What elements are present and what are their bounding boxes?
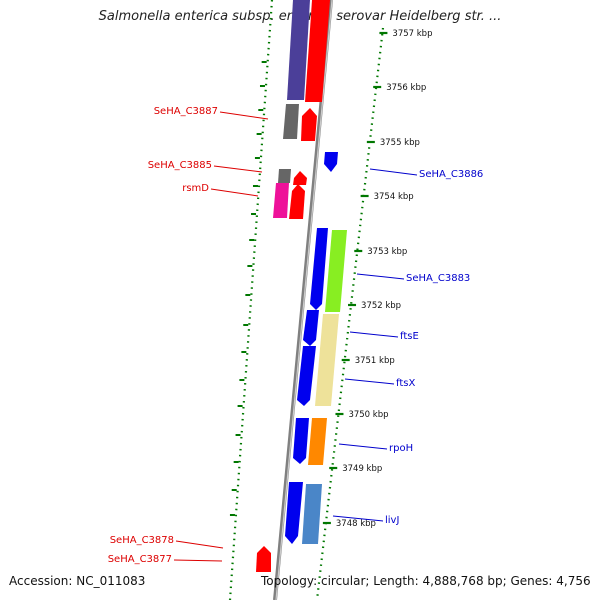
gene-label: SeHA_C3877 bbox=[108, 554, 172, 565]
gene-block-slate bbox=[287, 0, 310, 100]
gene-label: SeHA_C3885 bbox=[148, 160, 212, 171]
tick-label: 3754 kbp bbox=[374, 192, 414, 202]
gene-label: SeHA_C3886 bbox=[419, 169, 483, 180]
gene-arrow-red-3885 bbox=[293, 171, 307, 185]
callout-line bbox=[369, 168, 418, 176]
gene-arrow-blue-ftse bbox=[303, 310, 319, 346]
tick-label: 3750 kbp bbox=[348, 410, 388, 420]
gene-block-gray-3887 bbox=[283, 104, 299, 139]
gene-arrow-red-3887 bbox=[301, 108, 317, 141]
dotted-guide-left bbox=[228, 0, 274, 600]
gene-arrow-blue-livj bbox=[285, 482, 303, 544]
callout-line bbox=[219, 111, 269, 120]
tick-label: 3755 kbp bbox=[380, 138, 420, 148]
callout-line bbox=[210, 188, 259, 197]
gene-arrow-red-top bbox=[305, 0, 330, 102]
callout-line bbox=[344, 378, 395, 385]
callout-line bbox=[338, 443, 388, 450]
gene-block-gray-3885 bbox=[278, 169, 291, 183]
tick-label: 3757 kbp bbox=[392, 29, 432, 39]
gene-arrow-red-rsmd bbox=[289, 184, 305, 219]
dotted-guides bbox=[228, 0, 385, 600]
callout-line bbox=[332, 515, 384, 522]
tick-label: 3752 kbp bbox=[361, 301, 401, 311]
backbone-line-inner bbox=[275, 0, 333, 600]
gene-labels: SeHA_C3887 SeHA_C3885 rsmD SeHA_C3878 SeHA_C… bbox=[108, 106, 484, 565]
gene-block-khaki-ftsx bbox=[315, 314, 339, 406]
tick-label: 3751 kbp bbox=[355, 356, 395, 366]
gene-label: SeHA_C3878 bbox=[110, 535, 174, 546]
gene-label: SeHA_C3887 bbox=[154, 106, 218, 117]
callout-line bbox=[173, 559, 223, 562]
gene-label: livJ bbox=[385, 515, 399, 526]
gene-arrow-blue-3883 bbox=[310, 228, 328, 310]
gene-block-orange-rpoh bbox=[308, 418, 327, 465]
gene-label: SeHA_C3883 bbox=[406, 273, 470, 284]
gene-label: rsmD bbox=[182, 183, 209, 194]
accession-label: Accession: NC_011083 bbox=[9, 574, 146, 588]
tick-label: 3749 kbp bbox=[342, 464, 382, 474]
tick-label: 3753 kbp bbox=[367, 247, 407, 257]
gene-label: ftsE bbox=[400, 331, 419, 342]
callout-line bbox=[213, 165, 263, 173]
gene-block-steelblue-livj bbox=[302, 484, 322, 544]
topology-label: Topology: circular; Length: 4,888,768 bp… bbox=[261, 574, 591, 588]
tick-label: 3756 kbp bbox=[386, 83, 426, 93]
gene-arrow-blue-rpoh bbox=[293, 418, 309, 464]
gene-block-magenta-rsmd bbox=[273, 183, 289, 218]
scale-ticks: 3757 kbp 3756 kbp 3755 kbp 3754 kbp 3753 kbp… bbox=[322, 29, 432, 529]
callout-line bbox=[356, 273, 405, 280]
gene-arrow-red-3878 bbox=[256, 546, 271, 572]
gene-label: ftsX bbox=[396, 378, 415, 389]
gene-block-lime-3883 bbox=[325, 230, 347, 312]
callout-line bbox=[175, 540, 224, 549]
gene-arrow-blue-3886 bbox=[324, 152, 338, 172]
callout-line bbox=[349, 331, 399, 338]
gene-arrow-blue-ftsx bbox=[297, 346, 316, 406]
tick-label: 3748 kbp bbox=[336, 519, 376, 529]
gene-label: rpoH bbox=[389, 443, 413, 454]
